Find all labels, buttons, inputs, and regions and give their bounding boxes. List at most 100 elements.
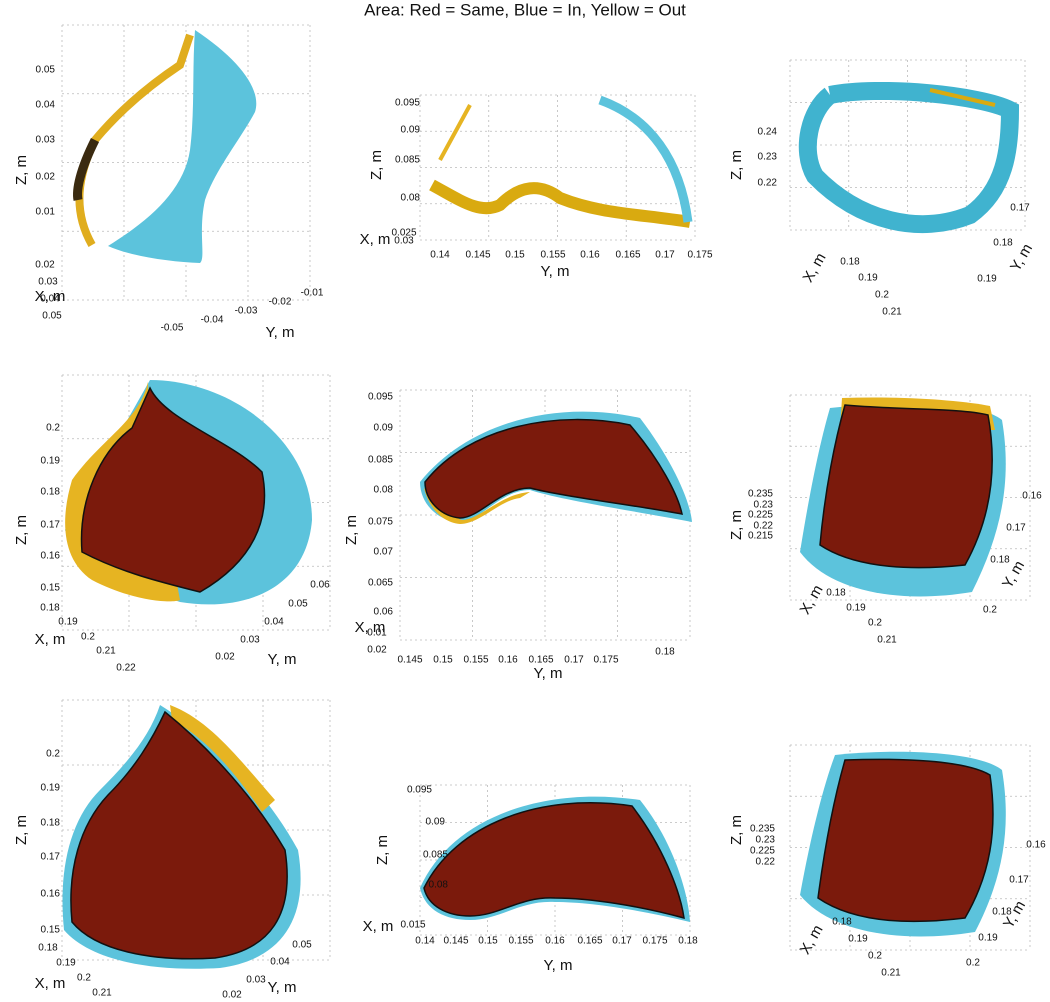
y-tick-label: 0.15	[478, 936, 498, 947]
x-axis-label: X, m	[35, 288, 66, 305]
z-tick-label: 0.235	[748, 489, 773, 500]
x-tick-label: 0.18	[40, 603, 60, 614]
y-tick-label: 0.2	[983, 605, 997, 616]
z-tick-label: 0.09	[426, 817, 446, 828]
y-tick-label: 0.175	[642, 936, 667, 947]
z-tick-label: 0.065	[368, 578, 393, 589]
same-area	[423, 802, 685, 920]
out-area	[429, 179, 691, 228]
z-tick-label: 0.22	[756, 857, 776, 868]
z-tick-label: 0.095	[407, 785, 432, 796]
y-tick-label: 0.16	[498, 655, 518, 666]
same-area	[817, 758, 994, 923]
y-tick-label: 0.16	[1026, 840, 1046, 851]
y-tick-label: 0.02	[222, 990, 242, 1001]
y-tick-label: 0.15	[433, 655, 453, 666]
z-tick-label: 0.095	[395, 98, 420, 109]
z-tick-label: 0.01	[36, 207, 56, 218]
x-tick-label: 0.015	[400, 920, 425, 931]
y-tick-label: 0.17	[655, 250, 675, 261]
z-axis-label: Z, m	[13, 155, 30, 185]
z-tick-label: 0.15	[41, 925, 61, 936]
y-tick-label: 0.16	[1022, 491, 1042, 502]
y-tick-label: 0.05	[288, 599, 308, 610]
same-area	[70, 710, 288, 960]
x-tick-label: 0.19	[846, 603, 866, 614]
z-tick-label: 0.085	[368, 455, 393, 466]
z-tick-label: 0.23	[756, 835, 776, 846]
y-tick-label: -0.02	[269, 297, 292, 308]
same-area	[819, 404, 993, 569]
y-tick-label: 0.19	[978, 933, 998, 944]
in-area	[108, 30, 257, 263]
surfaces	[62, 30, 1020, 969]
y-tick-label: 0.18	[655, 647, 675, 658]
x-tick-label: 0.19	[848, 934, 868, 945]
z-tick-label: 0.075	[368, 517, 393, 528]
y-tick-label: 0.2	[966, 958, 980, 969]
z-tick-label: 0.02	[36, 172, 56, 183]
z-tick-label: 0.18	[41, 818, 61, 829]
x-tick-label: 0.21	[92, 988, 112, 999]
y-tick-label: -0.05	[161, 323, 184, 334]
x-tick-label: 0.02	[367, 645, 387, 656]
x-axis-label: X, m	[799, 250, 829, 285]
y-tick-label: 0.04	[264, 617, 284, 628]
x-axis-label: X, m	[796, 582, 826, 617]
z-tick-label: 0.22	[754, 521, 774, 532]
y-tick-label: 0.03	[240, 635, 260, 646]
x-tick-label: 0.05	[42, 311, 62, 322]
y-tick-label: 0.02	[215, 652, 235, 663]
out-area	[170, 705, 275, 812]
y-tick-label: 0.175	[593, 655, 618, 666]
x-axis-label: X, m	[355, 619, 386, 636]
z-tick-label: 0.08	[401, 193, 421, 204]
z-tick-label: 0.16	[41, 889, 61, 900]
z-tick-label: 0.2	[46, 423, 60, 434]
y-tick-label: -0.01	[301, 288, 324, 299]
z-tick-label: 0.19	[41, 456, 61, 467]
y-tick-label: 0.18	[990, 555, 1010, 566]
out-area-shade	[73, 137, 100, 201]
x-tick-label: 0.18	[38, 943, 58, 954]
z-axis-label: Z, m	[728, 150, 745, 180]
x-tick-label: 0.19	[56, 958, 76, 969]
z-tick-label: 0.08	[374, 485, 394, 496]
y-tick-label: 0.175	[687, 250, 712, 261]
x-tick-label: 0.18	[840, 257, 860, 268]
y-tick-label: 0.165	[577, 936, 602, 947]
z-tick-label: 0.09	[374, 423, 394, 434]
y-tick-label: 0.03	[246, 975, 266, 986]
x-tick-label: 0.03	[394, 236, 414, 247]
figure-title: Area: Red = Same, Blue = In, Yellow = Ou…	[364, 0, 686, 19]
y-tick-label: 0.19	[977, 274, 997, 285]
y-tick-label: 0.17	[1006, 523, 1026, 534]
y-tick-label: 0.16	[545, 936, 565, 947]
x-axis-label: X, m	[363, 918, 394, 935]
z-tick-label: 0.19	[41, 783, 61, 794]
z-axis-label: Z, m	[13, 515, 30, 545]
x-tick-label: 0.04	[40, 294, 60, 305]
y-tick-label: 0.155	[540, 250, 565, 261]
z-tick-label: 0.03	[36, 135, 56, 146]
x-tick-label: 0.2	[868, 618, 882, 629]
in-area	[598, 95, 693, 223]
y-tick-label: 0.155	[508, 936, 533, 947]
y-tick-label: 0.17	[1010, 203, 1030, 214]
x-tick-label: 0.18	[826, 588, 846, 599]
y-axis-label: Y, m	[268, 979, 297, 996]
z-axis-label: Z, m	[728, 510, 745, 540]
y-tick-label: -0.04	[201, 315, 224, 326]
x-tick-label: 0.21	[881, 968, 901, 979]
z-tick-label: 0.08	[429, 880, 449, 891]
x-tick-label: 0.01	[367, 628, 387, 639]
y-axis-label: Y, m	[541, 263, 570, 280]
z-tick-label: 0.085	[395, 155, 420, 166]
x-tick-label: 0.19	[58, 617, 78, 628]
z-tick-label: 0.23	[758, 152, 778, 163]
y-axis-label: Y, m	[266, 324, 295, 341]
x-tick-label: 0.2	[77, 973, 91, 984]
z-tick-label: 0.07	[374, 547, 394, 558]
z-tick-label: 0.18	[41, 487, 61, 498]
